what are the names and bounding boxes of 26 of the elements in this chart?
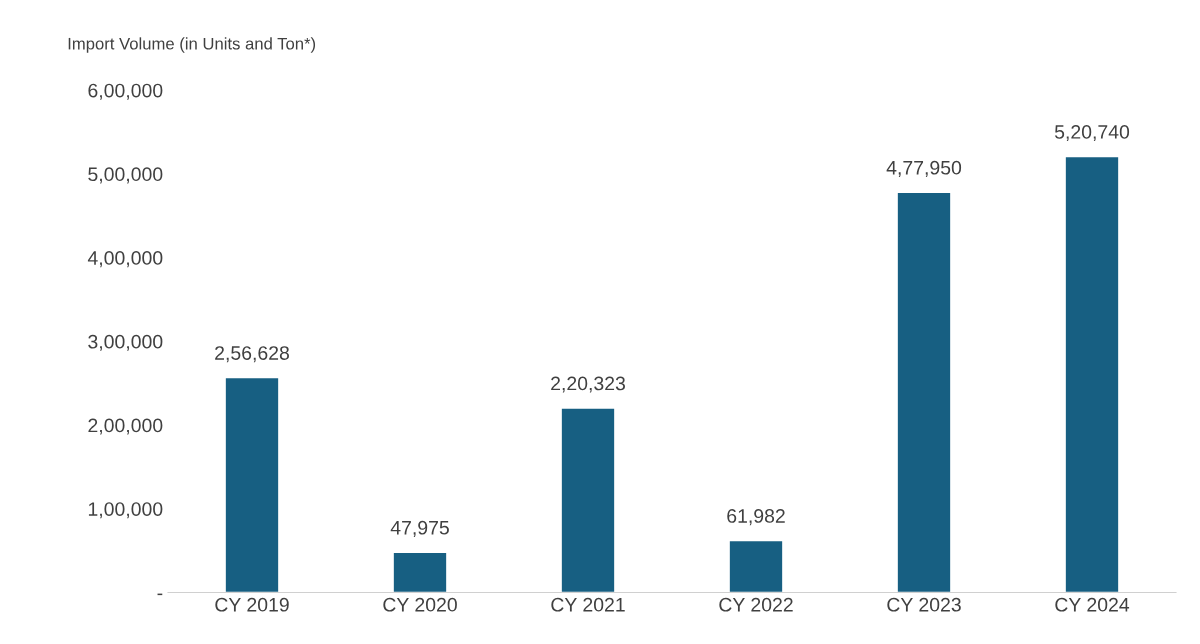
- x-tick-label: CY 2023: [887, 597, 961, 612]
- y-tick-label: -: [157, 593, 163, 596]
- x-tick-label: CY 2022: [719, 597, 793, 612]
- y-tick-label: 3,00,000: [88, 334, 163, 351]
- x-tick-label: CY 2021: [551, 597, 625, 612]
- x-tick-label: CY 2019: [215, 597, 289, 612]
- data-label: 47,975: [390, 520, 449, 537]
- bar: [728, 539, 784, 593]
- data-label: 5,20,740: [1054, 125, 1130, 142]
- bar: [392, 551, 448, 593]
- y-tick-label: 1,00,000: [88, 502, 163, 519]
- y-tick-label: 2,00,000: [88, 418, 163, 435]
- y-tick-label: 4,00,000: [87, 251, 163, 268]
- data-label: 2,56,628: [215, 346, 289, 363]
- data-label: 4,77,950: [886, 160, 962, 177]
- bar: [1064, 155, 1120, 593]
- bar: [896, 191, 952, 593]
- bar: [224, 376, 280, 593]
- y-tick-label: 5,00,000: [88, 167, 163, 184]
- x-tick-label: CY 2024: [1055, 597, 1130, 612]
- x-tick-label: CY 2020: [383, 597, 457, 612]
- data-label: 61,982: [727, 509, 785, 526]
- y-axis-title: Import Volume (in Units and Ton*): [68, 37, 316, 53]
- y-tick-label: 6,00,000: [88, 83, 163, 100]
- data-label: 2,20,323: [551, 376, 625, 393]
- bar: [560, 407, 616, 593]
